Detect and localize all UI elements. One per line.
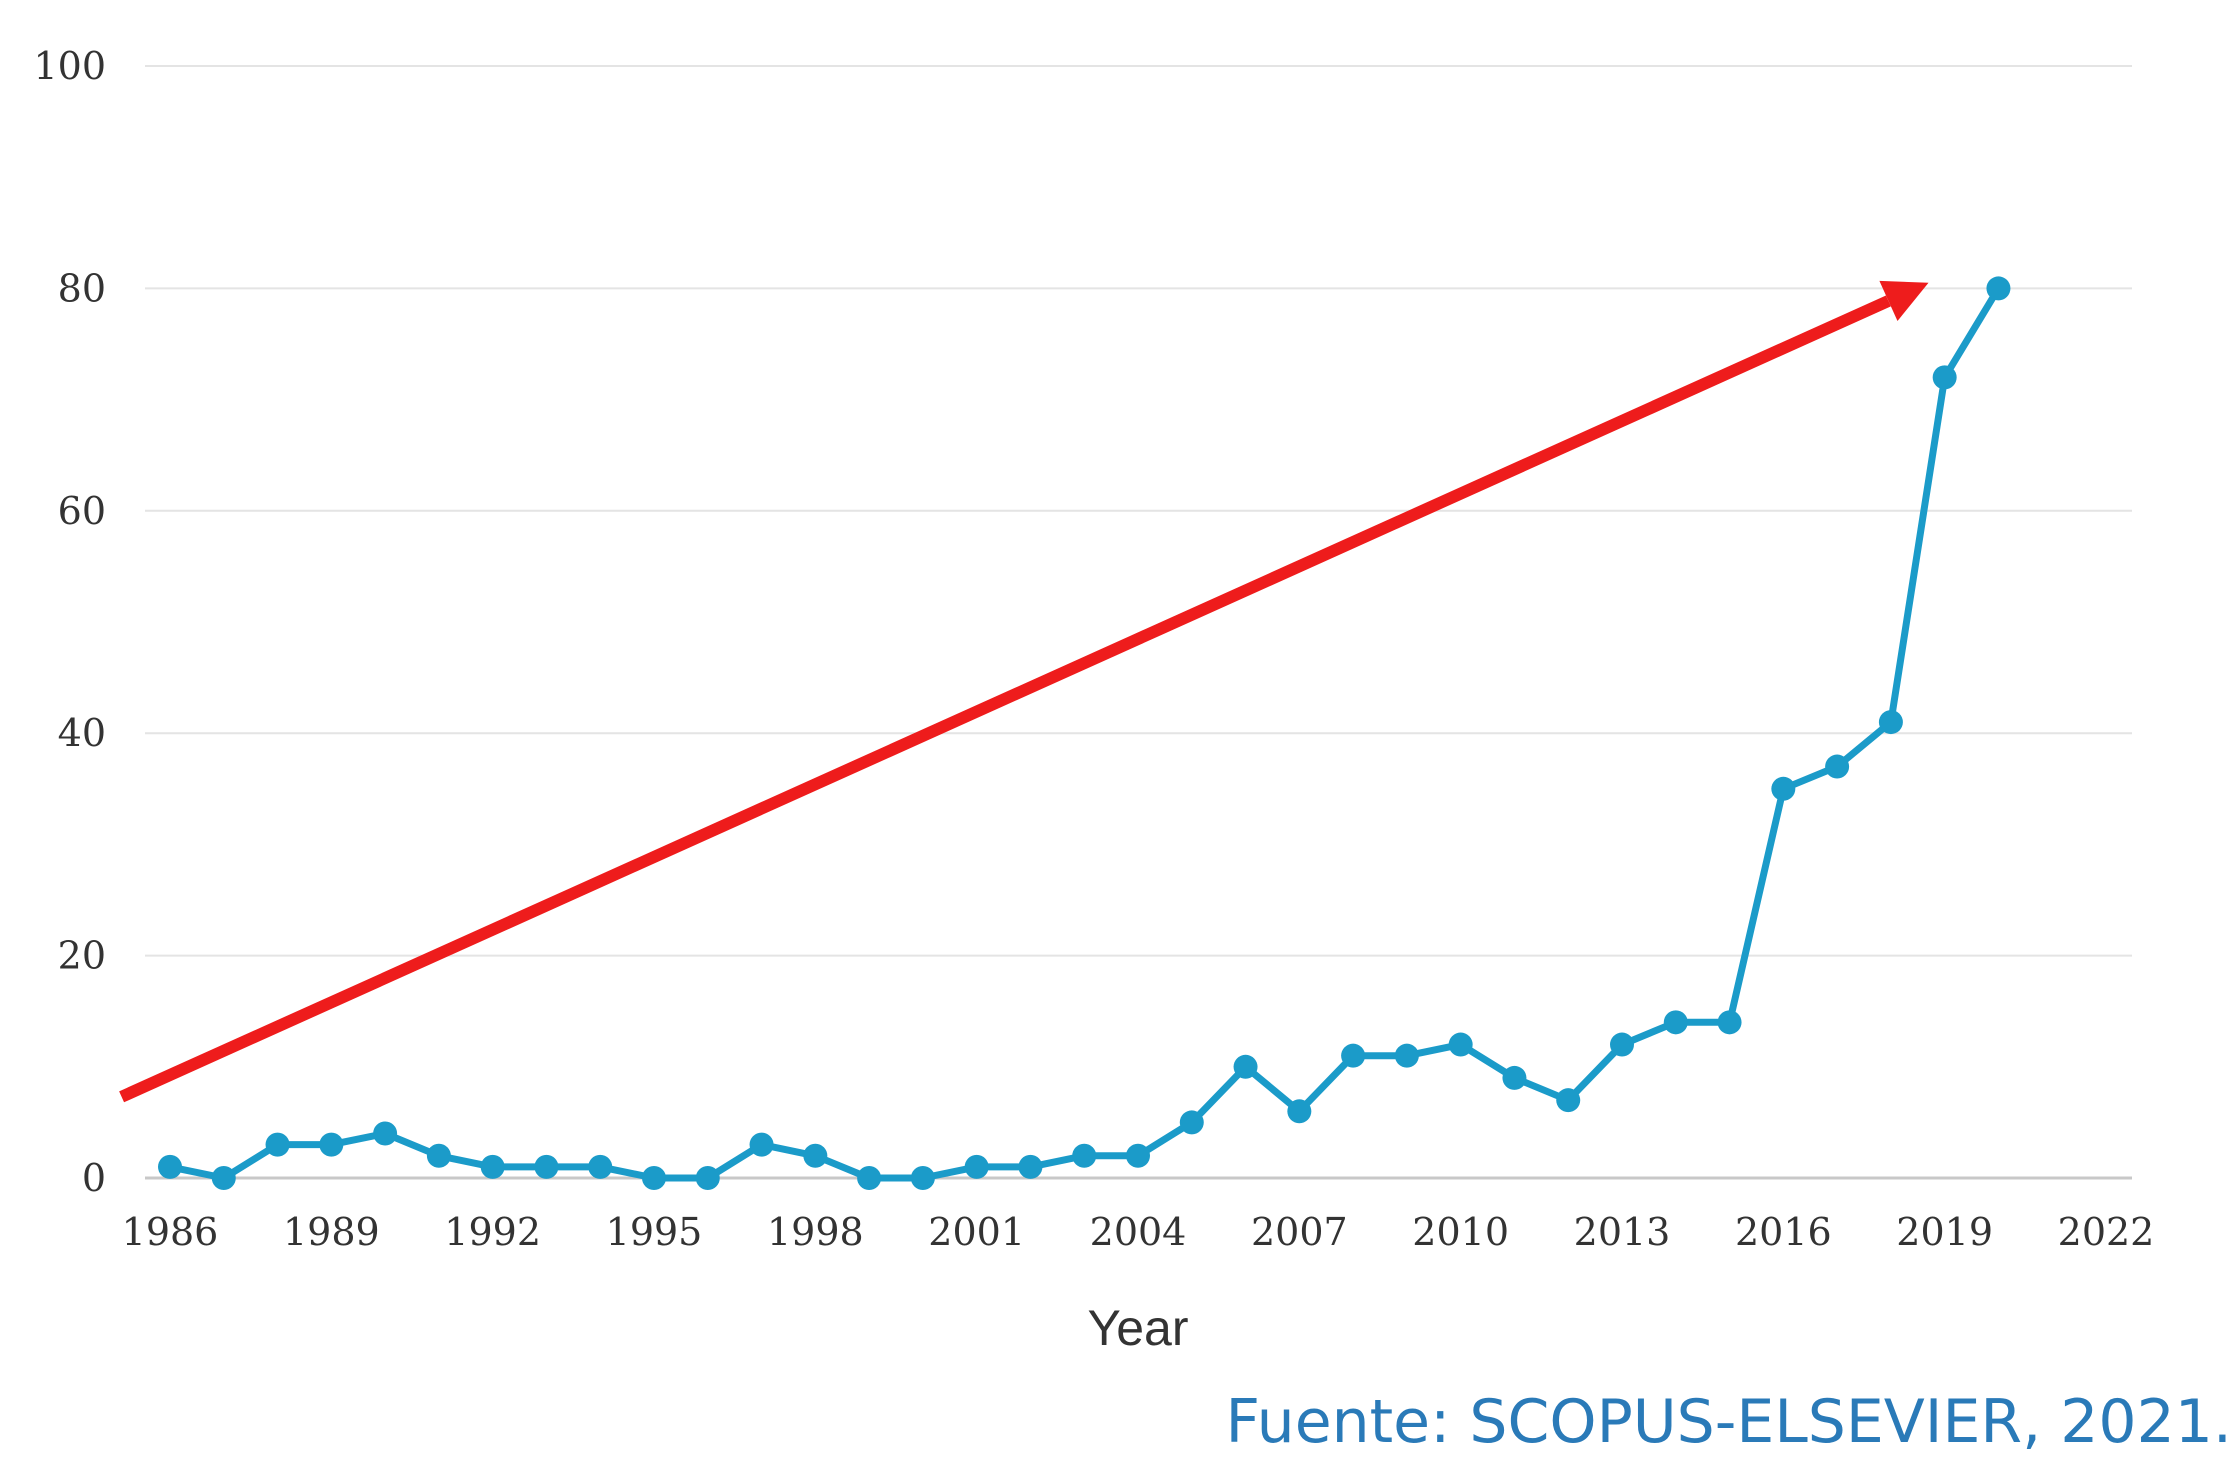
data-point: [1825, 754, 1850, 779]
grid-lines: [145, 65, 2132, 1180]
data-point: [1394, 1043, 1419, 1068]
y-tick-label: 100: [33, 44, 106, 88]
data-point: [1341, 1043, 1366, 1068]
trend-arrow-head: [1879, 280, 1929, 321]
x-tick-label: 2004: [1090, 1210, 1187, 1254]
y-tick-label: 60: [58, 489, 106, 533]
data-point: [1932, 365, 1957, 390]
data-point: [749, 1132, 774, 1157]
data-point: [265, 1132, 290, 1157]
series-layer: [158, 276, 2011, 1190]
data-point: [426, 1143, 451, 1168]
data-point: [1502, 1065, 1527, 1090]
data-point: [1610, 1032, 1634, 1057]
data-point: [480, 1154, 505, 1179]
data-point: [695, 1166, 720, 1190]
data-point: [1126, 1143, 1150, 1168]
y-tick-label: 20: [58, 934, 106, 978]
x-axis-ticks: 1986 1989 1992 1995 1998 2001 2004 2007 2010 2013…: [122, 1210, 2155, 1254]
y-axis-ticks: 0 20 40 60 80 100: [33, 44, 106, 1200]
data-point: [211, 1166, 236, 1190]
data-point: [1771, 776, 1796, 801]
y-tick-label: 40: [58, 711, 106, 755]
x-tick-label: 2013: [1574, 1210, 1671, 1254]
x-tick-label: 2016: [1735, 1210, 1832, 1254]
data-point: [158, 1154, 182, 1179]
data-point: [534, 1154, 559, 1179]
x-tick-label: 2022: [2058, 1210, 2155, 1254]
data-point: [319, 1132, 344, 1157]
x-axis-label: Year: [1087, 1300, 1188, 1356]
data-point: [1448, 1032, 1473, 1057]
data-point: [588, 1154, 613, 1179]
data-point: [373, 1121, 398, 1146]
data-point: [1072, 1143, 1097, 1168]
y-tick-label: 0: [82, 1156, 106, 1200]
x-tick-label: 1989: [283, 1210, 380, 1254]
x-tick-label: 1986: [122, 1210, 219, 1254]
x-tick-label: 2001: [928, 1210, 1025, 1254]
annotation-layer: [119, 280, 1929, 1103]
data-point: [1878, 710, 1903, 735]
data-point: [1018, 1154, 1043, 1179]
x-tick-label: 1998: [767, 1210, 864, 1254]
data-point: [1287, 1099, 1312, 1124]
data-point: [964, 1154, 989, 1179]
data-point: [1556, 1088, 1581, 1113]
data-point: [1986, 276, 2011, 301]
data-point: [910, 1166, 935, 1190]
data-point: [1233, 1054, 1258, 1079]
y-tick-label: 80: [58, 266, 106, 310]
data-point: [1717, 1010, 1742, 1035]
data-point: [642, 1166, 666, 1190]
data-point: [1179, 1110, 1204, 1135]
x-tick-label: 2007: [1251, 1210, 1348, 1254]
x-tick-label: 2010: [1412, 1210, 1509, 1254]
x-tick-label: 1995: [606, 1210, 703, 1254]
x-tick-label: 1992: [444, 1210, 541, 1254]
x-tick-label: 2019: [1896, 1210, 1993, 1254]
source-note: Fuente: SCOPUS-ELSEVIER, 2021.: [1225, 1387, 2232, 1457]
data-point: [857, 1166, 882, 1190]
data-point: [803, 1143, 828, 1168]
trend-arrow-shaft: [119, 295, 1891, 1103]
data-point: [1663, 1010, 1688, 1035]
